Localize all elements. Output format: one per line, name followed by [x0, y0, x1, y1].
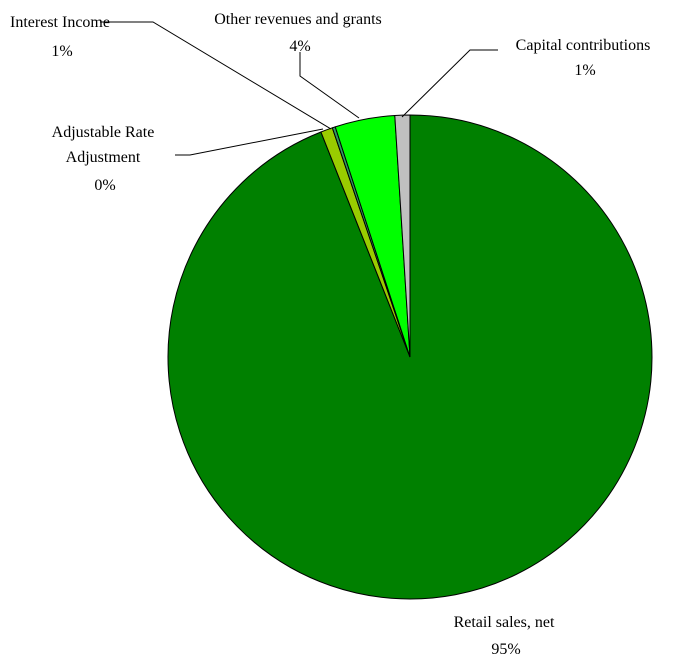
- leader-line-other: [299, 52, 360, 119]
- pie-slice-capital-contributions: [394, 114, 411, 358]
- label-adjustable: Adjustable Rate Adjustment 0%: [52, 124, 159, 194]
- label-other: Other revenues and grants 4%: [214, 11, 386, 55]
- pie-slices: [167, 114, 653, 600]
- leader-lines: [100, 21, 498, 156]
- label-retail: Retail sales, net 95%: [454, 614, 559, 658]
- label-interest: Interest Income 1%: [10, 14, 114, 60]
- leader-line-adjustable: [175, 128, 324, 156]
- leader-line-capital: [401, 49, 498, 118]
- label-capital: Capital contributions 1%: [516, 37, 655, 79]
- leader-line-interest: [100, 21, 332, 130]
